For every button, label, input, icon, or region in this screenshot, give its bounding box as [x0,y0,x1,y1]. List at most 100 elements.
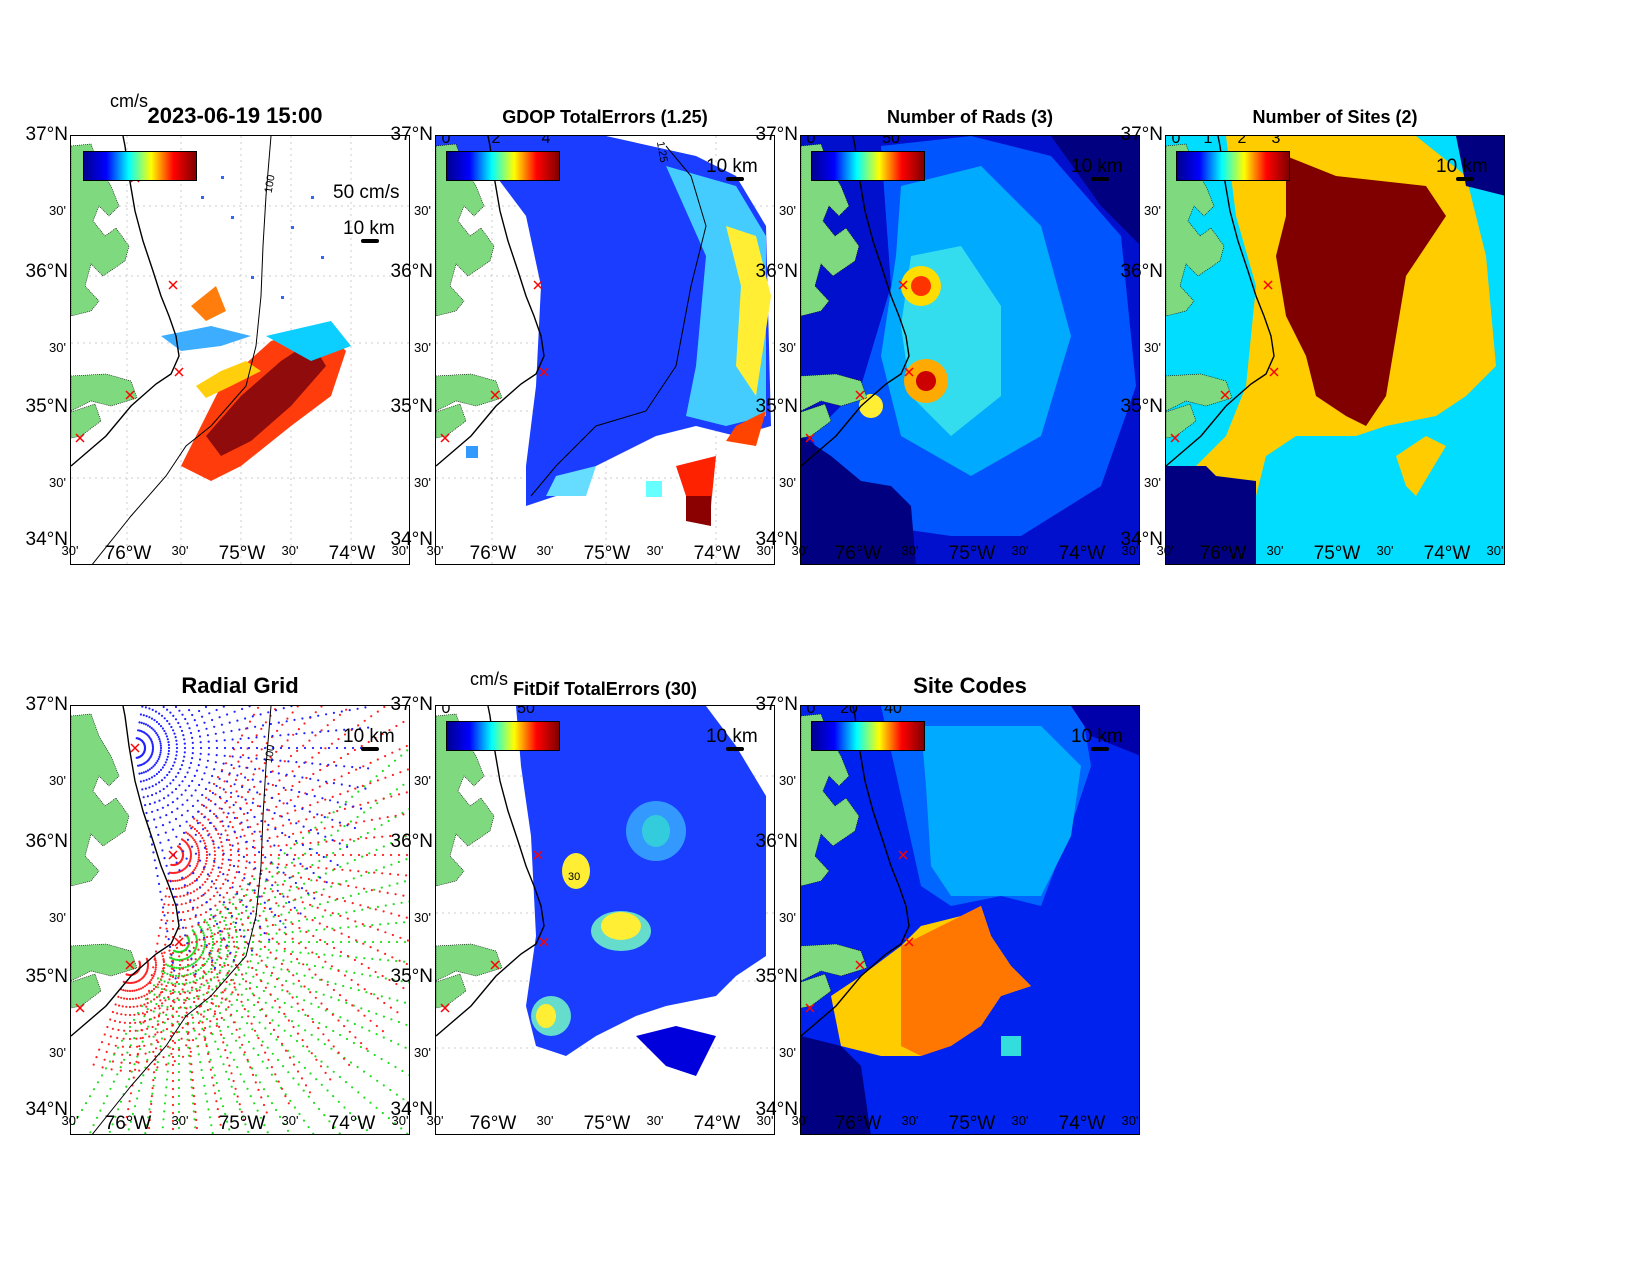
radial-grid-point [238,898,241,901]
radial-grid-point [166,930,169,933]
radial-grid-point [303,985,306,988]
radial-grid-point [171,975,175,979]
radial-grid-point [170,767,173,771]
radial-grid-point [263,1124,266,1127]
radial-grid-point [388,997,391,1000]
radial-grid-point [148,777,151,780]
radial-grid-point [237,993,240,996]
radial-grid-point [216,931,220,934]
radial-grid-point [145,1005,148,1008]
radial-grid-point [200,983,203,986]
radial-grid-point [179,992,182,996]
radial-grid-point [282,1122,286,1125]
radial-grid-point [195,979,198,982]
radial-grid-point [221,930,224,933]
radial-grid-point [171,1055,175,1059]
radial-grid-point [251,1073,255,1076]
radial-grid-point [224,791,227,794]
radial-grid-point [143,1013,146,1016]
radial-grid-point [186,990,189,993]
radial-grid-point [241,754,245,757]
radial-grid-point [163,903,166,906]
radial-grid-point [274,1073,277,1076]
radial-grid-point [269,770,272,774]
radial-grid-point [175,1031,179,1034]
radial-grid-point [191,929,194,932]
radial-grid-point [144,770,148,773]
radial-grid-point [397,1043,400,1046]
radial-grid-point [278,928,281,931]
radial-grid-point [273,844,276,847]
radial-grid-point [238,928,242,931]
radial-grid-point [156,1020,159,1023]
lon-minute-label: 30' [426,1113,444,1128]
radial-grid-point [409,991,410,993]
radial-grid-point [171,961,174,964]
radial-grid-point [344,1081,348,1084]
radial-grid-point [270,1066,273,1069]
radial-grid-point [262,971,265,974]
radial-grid-point [279,849,282,852]
radial-grid-point [263,932,266,935]
radial-grid-point [304,946,307,949]
radial-grid-point [232,1079,235,1083]
radial-grid-point [202,1029,205,1032]
radial-grid-point [282,883,285,886]
radial-grid-point [178,709,181,712]
radial-grid-point [322,855,325,859]
radial-grid-point [177,1054,181,1058]
radial-grid-point [291,711,294,714]
radial-grid-point [284,1095,287,1098]
radial-grid-point [271,923,274,927]
radial-grid-point [161,1002,164,1005]
radial-grid-point [136,1029,139,1032]
radial-grid-point [370,992,373,995]
radial-grid-point [296,749,299,752]
radial-grid-point [338,1075,341,1079]
radial-grid-point [197,810,200,813]
radial-grid-point [367,1010,370,1013]
radial-grid-point [177,1062,181,1066]
radial-grid-point [193,868,196,871]
radial-grid-point [128,1025,132,1028]
radial-grid-point [219,933,222,936]
radial-grid-point [148,1035,151,1038]
radial-grid-point [178,955,181,958]
site-markers [75,743,184,1013]
radial-grid-point [362,942,365,945]
radial-grid-point [289,885,292,888]
radial-grid-point [171,911,175,915]
radial-grid-point [205,856,208,860]
radial-grid-point [235,1009,238,1012]
radial-grid-point [209,1008,212,1011]
radial-grid-point [258,830,261,833]
radial-grid-point [290,960,293,963]
radial-grid-point [338,994,342,997]
radial-grid-point [212,812,216,816]
radial-grid-point [400,901,403,904]
radial-grid-point [339,756,343,760]
radial-grid-point [162,1056,165,1059]
radial-grid-point [245,840,248,843]
radial-grid-point [149,1100,152,1103]
radial-grid-point [309,777,312,780]
radial-grid-point [402,986,405,990]
radial-grid-point [188,1047,191,1050]
radial-grid-point [343,728,346,731]
radial-grid-point [287,733,290,736]
radial-grid-point [343,1025,346,1028]
radial-grid-point [213,976,216,979]
colorbar-tick: 20 [840,705,858,717]
radial-grid-point [387,1061,390,1065]
radial-grid-point [271,746,275,750]
radial-grid-point [144,706,147,709]
radial-grid-point [291,937,294,940]
radial-grid-point [297,795,300,798]
radial-grid-point [159,1048,162,1051]
radial-grid-point [183,885,186,888]
radial-grid-point [278,1006,281,1009]
velocity-field [161,286,351,481]
radial-grid-point [218,900,221,903]
radial-grid-point [213,968,216,971]
radial-grid-point [172,764,175,767]
